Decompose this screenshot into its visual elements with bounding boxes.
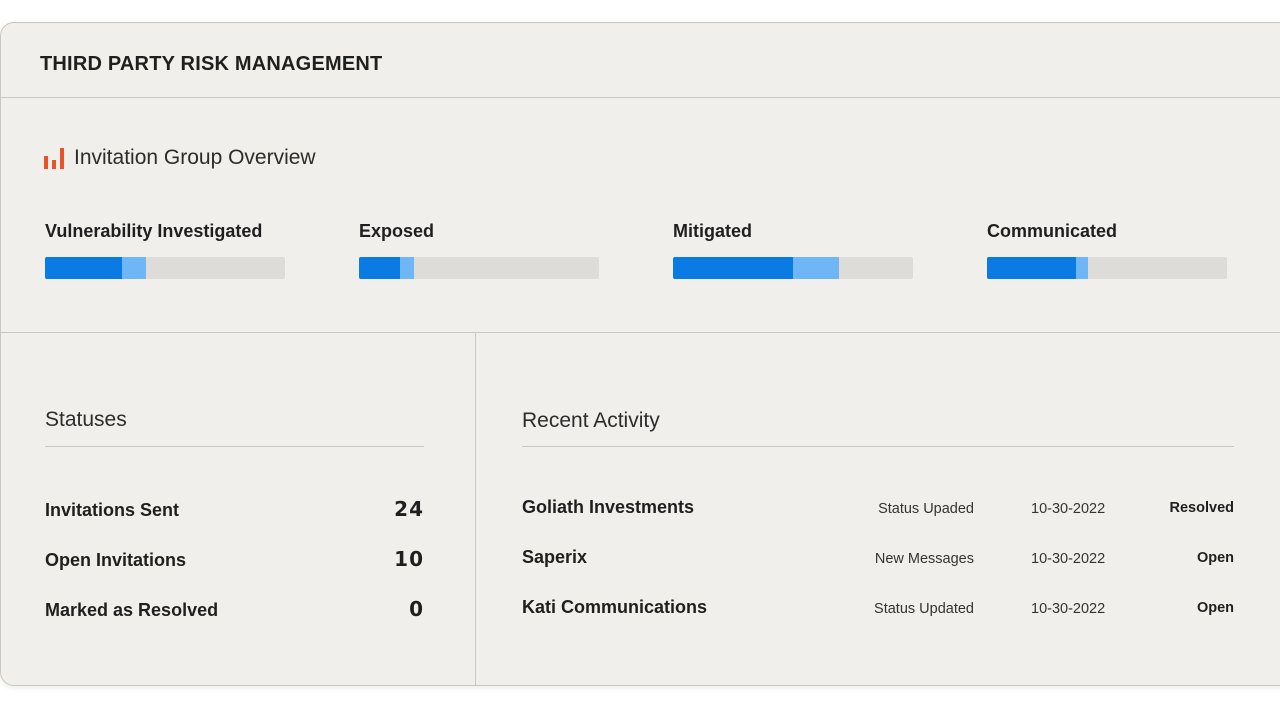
status-count: 24 <box>394 497 424 521</box>
activity-event: Status Updated <box>874 601 974 617</box>
progress-primary <box>45 257 122 279</box>
overview-heading: Invitation Group Overview <box>43 146 316 170</box>
progress-secondary <box>399 257 415 279</box>
activity-date: 10-30-2022 <box>1031 551 1106 567</box>
metric-communicated: Communicated <box>987 221 1227 279</box>
activity-divider <box>522 446 1234 447</box>
activity-status: Resolved <box>1169 500 1234 516</box>
status-count: 0 <box>409 597 424 621</box>
statuses-title: Statuses <box>45 408 127 431</box>
activity-company-name[interactable]: Kati Communications <box>522 597 708 617</box>
progress-primary <box>359 257 400 279</box>
activity-row[interactable]: Saperix New Messages 10-30-2022 Open <box>522 547 1234 577</box>
bar-chart-icon <box>44 148 64 169</box>
statuses-divider <box>45 446 424 447</box>
progress-bar <box>45 257 285 279</box>
metric-mitigated: Mitigated <box>673 221 913 279</box>
activity-status: Open <box>1196 600 1234 616</box>
metric-label: Communicated <box>987 221 1118 241</box>
status-label: Invitations Sent <box>45 500 180 520</box>
status-row-invitations-sent: Invitations Sent 24 <box>45 497 424 521</box>
risk-management-card: THIRD PARTY RISK MANAGEMENT Invitation G… <box>0 22 1280 686</box>
panel-divider <box>475 333 476 685</box>
activity-event: New Messages <box>874 551 974 567</box>
metric-label: Exposed <box>359 221 435 241</box>
progress-secondary <box>1075 257 1088 279</box>
metric-label: Vulnerability Investigated <box>45 221 263 241</box>
page-title: THIRD PARTY RISK MANAGEMENT <box>40 53 383 75</box>
metric-label: Mitigated <box>673 221 752 241</box>
progress-bar <box>987 257 1227 279</box>
status-row-open-invitations: Open Invitations 10 <box>45 547 424 571</box>
progress-primary <box>673 257 793 279</box>
progress-bar <box>673 257 913 279</box>
progress-bar <box>359 257 599 279</box>
activity-date: 10-30-2022 <box>1031 601 1106 617</box>
status-row-marked-resolved: Marked as Resolved 0 <box>45 597 424 621</box>
progress-secondary <box>121 257 146 279</box>
activity-date: 10-30-2022 <box>1031 501 1106 517</box>
progress-secondary <box>793 257 839 279</box>
card-header: THIRD PARTY RISK MANAGEMENT <box>1 23 1280 98</box>
activity-company-name[interactable]: Saperix <box>522 547 588 567</box>
activity-status: Open <box>1196 550 1234 566</box>
overview-title: Invitation Group Overview <box>74 146 316 169</box>
status-label: Marked as Resolved <box>45 600 219 620</box>
invitation-group-overview: Invitation Group Overview Vulnerability … <box>1 98 1280 333</box>
metric-exposed: Exposed <box>359 221 599 279</box>
activity-row[interactable]: Goliath Investments Status Upaded 10-30-… <box>522 497 1234 527</box>
progress-primary <box>987 257 1076 279</box>
activity-row[interactable]: Kati Communications Status Updated 10-30… <box>522 597 1234 627</box>
activity-event: Status Upaded <box>878 501 974 517</box>
status-count: 10 <box>394 547 424 571</box>
bottom-panels: Statuses Invitations Sent 24 Open Invita… <box>1 333 1280 685</box>
recent-activity-title: Recent Activity <box>522 409 660 432</box>
status-label: Open Invitations <box>45 550 187 570</box>
metric-vulnerability-investigated: Vulnerability Investigated <box>45 221 285 279</box>
activity-company-name[interactable]: Goliath Investments <box>522 497 695 517</box>
